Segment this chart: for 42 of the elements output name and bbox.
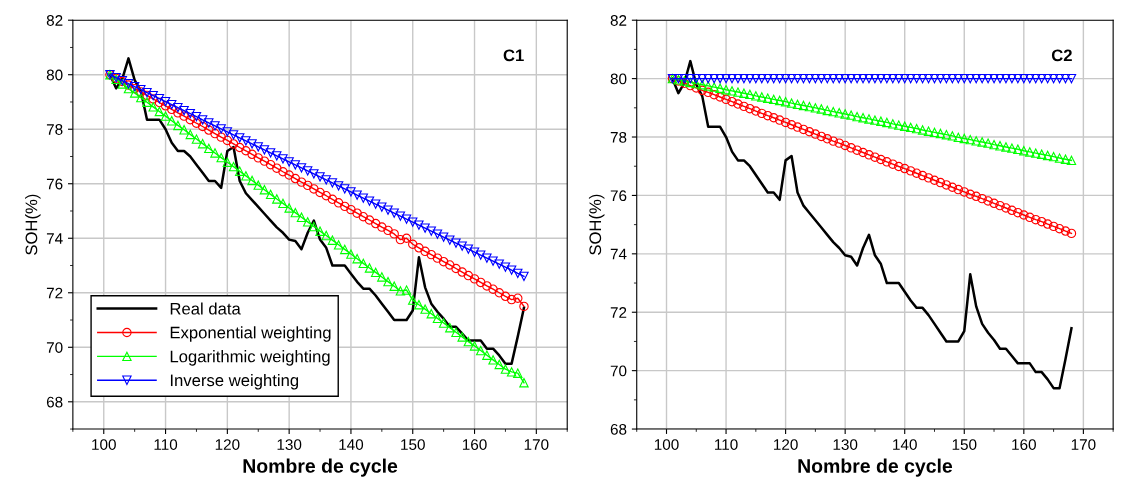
x-tick-label: 160 [1012,439,1036,450]
legend-label: Inverse weighting [170,373,299,390]
x-tick-label: 120 [215,439,240,450]
x-tick-label: 140 [893,439,917,450]
y-tick-label: 80 [46,69,63,81]
x-tick-label: 100 [92,439,116,450]
x-tick-label: 150 [952,439,977,450]
y-tick-label: 70 [46,342,63,353]
y-tick-label: 82 [46,15,63,26]
x-tick-label: 110 [154,439,178,450]
legend-label: Exponential weighting [170,326,331,342]
x-axis-title: Nombre de cycle [243,458,398,477]
y-tick-label: 78 [46,124,63,135]
y-tick-label: 76 [46,178,63,190]
x-tick-label: 120 [774,439,798,450]
annotation: C1 [503,49,524,62]
x-tick-label: 150 [401,439,425,450]
y-tick-label: 78 [610,131,627,143]
x-tick-label: 100 [654,439,679,450]
y-tick-label: 68 [46,396,63,408]
y-tick-label: 74 [46,233,63,244]
x-axis-title: Nombre de cycle [798,458,953,477]
x-tick-label: 170 [1071,439,1096,450]
x-tick-label: 110 [715,439,738,450]
y-tick-label: 76 [610,190,627,202]
y-tick-label: 80 [610,73,627,85]
y-axis-title: SOH(%) [25,194,41,255]
x-tick-label: 130 [833,439,858,450]
x-tick-label: 160 [462,439,487,450]
y-axis-title: SOH(%) [588,194,605,255]
y-tick-label: 74 [610,248,627,260]
legend-label: Logarithmic weighting [170,350,330,366]
x-tick-label: 170 [524,439,549,450]
y-tick-label: 68 [610,423,627,435]
y-tick-label: 72 [46,287,63,299]
legend-label: Real data [170,302,241,315]
x-tick-label: 140 [339,439,364,450]
y-tick-label: 70 [610,365,627,377]
y-tick-label: 82 [610,15,627,26]
x-tick-label: 130 [277,439,302,450]
y-tick-label: 72 [610,307,627,318]
annotation: C2 [1051,49,1072,62]
